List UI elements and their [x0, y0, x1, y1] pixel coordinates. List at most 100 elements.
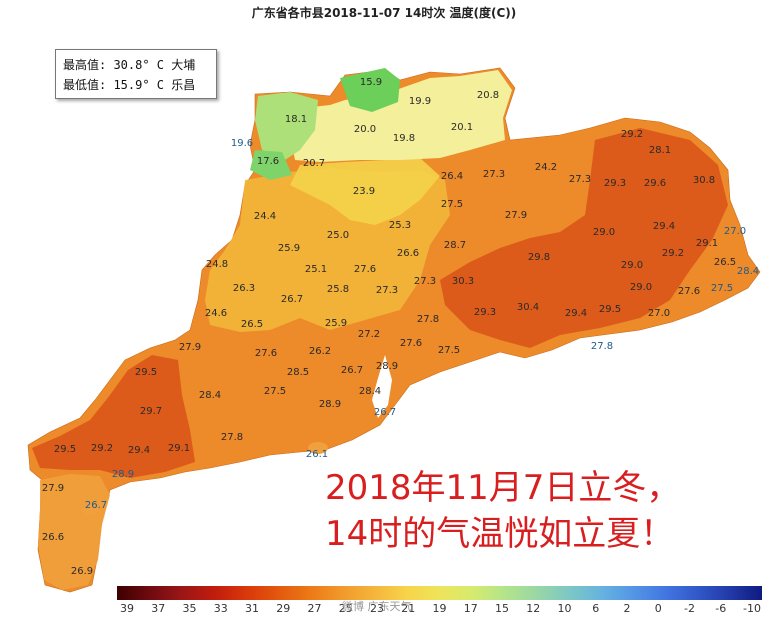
temperature-label: 29.4 [128, 445, 150, 456]
temperature-label: 28.7 [444, 240, 466, 251]
temperature-label: 15.9 [360, 77, 382, 88]
headline-line-1: 2018年11月7日立冬， [325, 468, 681, 508]
temperature-label: 26.6 [397, 248, 419, 259]
temperature-label: 29.0 [593, 227, 615, 238]
temperature-label: 20.1 [451, 122, 473, 133]
temperature-label: 27.5 [438, 345, 460, 356]
temperature-label: 28.4 [359, 386, 381, 397]
legend-gradient [117, 586, 762, 600]
temperature-label: 19.6 [231, 138, 253, 149]
temperature-label: 27.9 [42, 483, 64, 494]
legend-tick-label: 17 [463, 602, 478, 615]
temperature-label: 25.9 [325, 318, 347, 329]
legend-tick-label: 6 [592, 602, 600, 615]
temperature-label: 28.9 [319, 399, 341, 410]
island [308, 442, 328, 454]
temperature-label: 25.3 [389, 220, 411, 231]
temperature-label: 27.6 [354, 264, 376, 275]
northern-cool-zone [285, 70, 512, 162]
extremes-box: 最高值: 30.8° C 大埔 最低值: 15.9° C 乐昌 [55, 49, 217, 99]
temperature-label: 19.8 [393, 133, 415, 144]
temperature-label: 29.3 [474, 307, 496, 318]
island [82, 505, 98, 515]
temperature-label: 27.3 [414, 276, 436, 287]
green-zone-northwest [255, 92, 318, 160]
legend-tick-label: 15 [495, 602, 509, 615]
temperature-label: 28.1 [649, 145, 671, 156]
legend-tick-label: -6 [715, 602, 727, 615]
temperature-label: 26.5 [714, 257, 736, 268]
temperature-label: 26.7 [85, 500, 107, 511]
temperature-label: 28.4 [199, 390, 221, 401]
temperature-label: 27.3 [376, 285, 398, 296]
temperature-label: 29.0 [630, 282, 652, 293]
hot-zone-east [440, 128, 728, 348]
temperature-labels: 15.9 19.9 20.8 18.1 20.0 20.1 19.6 19.8 17.6 20.7… [42, 77, 759, 577]
temperature-label: 24.4 [254, 211, 276, 222]
temperature-label: 29.2 [91, 443, 113, 454]
watermark: 微博 广东天气 [342, 600, 412, 613]
temperature-label: 27.8 [417, 314, 439, 325]
green-zone-west [250, 150, 292, 180]
temperature-label: 29.1 [696, 238, 718, 249]
temperature-label: 30.3 [452, 276, 474, 287]
legend-tick-label: 35 [182, 602, 197, 615]
temperature-label: 27.0 [724, 226, 746, 237]
legend-tick-label: 10 [557, 602, 572, 615]
temperature-label: 27.9 [505, 210, 527, 221]
legend-tick-label: 21 [401, 602, 416, 615]
temperature-label: 29.7 [140, 406, 162, 417]
temperature-label: 29.4 [653, 221, 675, 232]
temperature-label: 30.8 [693, 175, 715, 186]
legend-tick-label: 0 [654, 602, 662, 615]
legend-tick-label: 23 [370, 602, 384, 615]
temperature-label: 29.2 [662, 248, 684, 259]
temperature-label: 26.4 [441, 171, 463, 182]
temperature-label: 20.8 [477, 90, 499, 101]
temperature-label: 26.1 [306, 449, 328, 460]
color-legend-bar [117, 586, 762, 600]
temperature-label: 27.3 [569, 174, 591, 185]
legend-tick-label: -10 [743, 602, 761, 615]
temperature-label: 25.8 [327, 284, 349, 295]
temperature-label: 18.1 [285, 114, 307, 125]
legend-tick-label: 19 [432, 602, 447, 615]
yellow-zone [290, 158, 440, 225]
temperature-label: 29.1 [168, 443, 190, 454]
temperature-label: 27.6 [678, 286, 700, 297]
temperature-label: 27.5 [441, 199, 463, 210]
temperature-label: 26.7 [281, 294, 303, 305]
legend-tick-label: 37 [151, 602, 166, 615]
legend-tick-label: 33 [213, 602, 228, 615]
temperature-label: 29.3 [604, 178, 626, 189]
temperature-label: 23.9 [353, 186, 375, 197]
temperature-label: 29.4 [565, 308, 587, 319]
temperature-label: 27.3 [483, 169, 505, 180]
temperature-label: 29.2 [621, 129, 643, 140]
delta-water [372, 355, 392, 418]
hot-zone-west [32, 355, 195, 478]
green-zone-lechang [340, 68, 400, 112]
temperature-label: 29.6 [644, 178, 666, 189]
temperature-label: 17.6 [257, 156, 279, 167]
temperature-label: 20.0 [354, 124, 376, 135]
temperature-label: 29.0 [621, 260, 643, 271]
temperature-label: 27.9 [179, 342, 201, 353]
temperature-label: 26.9 [71, 566, 93, 577]
headline-line-2: 14时的气温恍如立夏！ [325, 514, 675, 554]
province-shape [27, 67, 761, 593]
temperature-label: 29.8 [528, 252, 550, 263]
temperature-label: 29.5 [135, 367, 157, 378]
temperature-label: 26.2 [309, 346, 331, 357]
temperature-label: 26.7 [341, 365, 363, 376]
temperature-label: 28.9 [112, 469, 134, 480]
temperature-label: 27.0 [648, 308, 670, 319]
temperature-label: 30.4 [517, 302, 539, 313]
temperature-label: 26.3 [233, 283, 255, 294]
temperature-label: 24.8 [206, 259, 228, 270]
legend-tick-label: 39 [120, 602, 134, 615]
temperature-label: 29.5 [54, 444, 76, 455]
temperature-label: 26.5 [241, 319, 263, 330]
temperature-label: 19.9 [409, 96, 431, 107]
